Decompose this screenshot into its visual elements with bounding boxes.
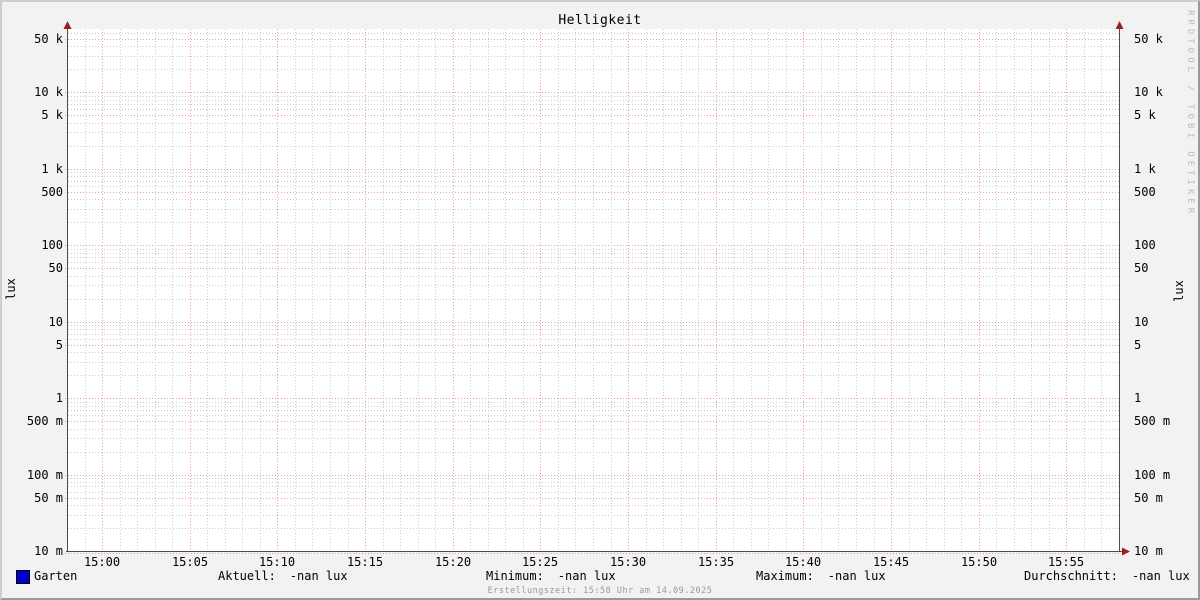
y-tick-label-left: 50 <box>48 261 63 275</box>
y-tick-label-right: 5 <box>1134 338 1142 352</box>
x-axis-arrow <box>1122 547 1130 556</box>
stat-value: -nan lux <box>827 569 886 583</box>
y-tick-label-left: 50 k <box>34 32 63 46</box>
x-tick-label: 15:00 <box>83 555 121 569</box>
stat-label: Minimum: <box>486 569 544 583</box>
stat-value: -nan lux <box>289 569 348 583</box>
y-tick-label-left: 5 <box>55 338 63 352</box>
stat-value: -nan lux <box>557 569 616 583</box>
series-name-label: Garten <box>34 569 78 583</box>
stat-label: Maximum: <box>756 569 814 583</box>
y-tick-label-right: 10 <box>1134 315 1149 329</box>
y-tick-label-left: 100 m <box>26 468 63 482</box>
y-tick-label-left: 10 m <box>34 544 63 558</box>
x-tick-label: 15:35 <box>697 555 735 569</box>
x-tick-label: 15:05 <box>171 555 209 569</box>
y-axis-arrow-left <box>63 21 72 29</box>
stat-aktuell: Aktuell: -nan lux <box>218 570 348 583</box>
y-tick-label-right: 500 m <box>1134 414 1171 428</box>
x-tick-label: 15:10 <box>258 555 296 569</box>
stat-maximum: Maximum: -nan lux <box>756 570 886 583</box>
y-tick-label-left: 10 <box>48 315 63 329</box>
y-tick-label-left: 500 <box>41 185 63 199</box>
stat-value: -nan lux <box>1131 569 1190 583</box>
y-axis-unit-left: lux <box>4 278 18 300</box>
y-tick-label-left: 10 k <box>34 85 63 99</box>
y-tick-label-right: 1 <box>1134 391 1142 405</box>
x-tick-label: 15:40 <box>784 555 822 569</box>
x-tick-label: 15:20 <box>434 555 472 569</box>
stat-durchschnitt: Durchschnitt: -nan lux <box>1024 570 1190 583</box>
x-tick-label: 15:55 <box>1047 555 1085 569</box>
y-axis-unit-right: lux <box>1172 280 1186 302</box>
y-tick-label-right: 100 m <box>1134 468 1171 482</box>
rrdtool-watermark: RRDTOOL / TOBI OETIKER <box>1185 10 1195 218</box>
y-tick-label-right: 5 k <box>1134 108 1156 122</box>
stat-label: Aktuell: <box>218 569 276 583</box>
y-tick-label-right: 50 k <box>1134 32 1163 46</box>
x-tick-label: 15:45 <box>872 555 910 569</box>
y-tick-label-right: 10 k <box>1134 85 1163 99</box>
y-tick-label-right: 1 k <box>1134 162 1156 176</box>
x-tick-label: 15:50 <box>960 555 998 569</box>
y-tick-label-left: 1 <box>55 391 63 405</box>
x-tick-label: 15:15 <box>346 555 384 569</box>
x-tick-label: 15:25 <box>521 555 559 569</box>
y-tick-label-left: 50 m <box>34 491 63 505</box>
stat-minimum: Minimum: -nan lux <box>486 570 616 583</box>
creation-timestamp: Erstellungszeit: 15:58 Uhr am 14.09.2025 <box>487 586 713 596</box>
stat-label: Durchschnitt: <box>1024 569 1118 583</box>
y-tick-label-left: 500 m <box>26 414 63 428</box>
x-tick-label: 15:30 <box>609 555 647 569</box>
y-tick-label-left: 1 k <box>41 162 63 176</box>
y-tick-label-right: 100 <box>1134 238 1156 252</box>
y-tick-label-left: 5 k <box>41 108 63 122</box>
series-color-swatch <box>16 570 30 584</box>
y-tick-label-right: 500 <box>1134 185 1156 199</box>
y-tick-label-right: 50 m <box>1134 491 1163 505</box>
y-tick-label-left: 100 <box>41 238 63 252</box>
y-axis-arrow-right <box>1115 21 1124 29</box>
y-tick-label-right: 50 <box>1134 261 1149 275</box>
chart-title: Helligkeit <box>558 13 642 28</box>
y-tick-label-right: 10 m <box>1134 544 1163 558</box>
legend-row: Garten Aktuell: -nan lux Minimum: -nan lux… <box>2 570 1198 584</box>
